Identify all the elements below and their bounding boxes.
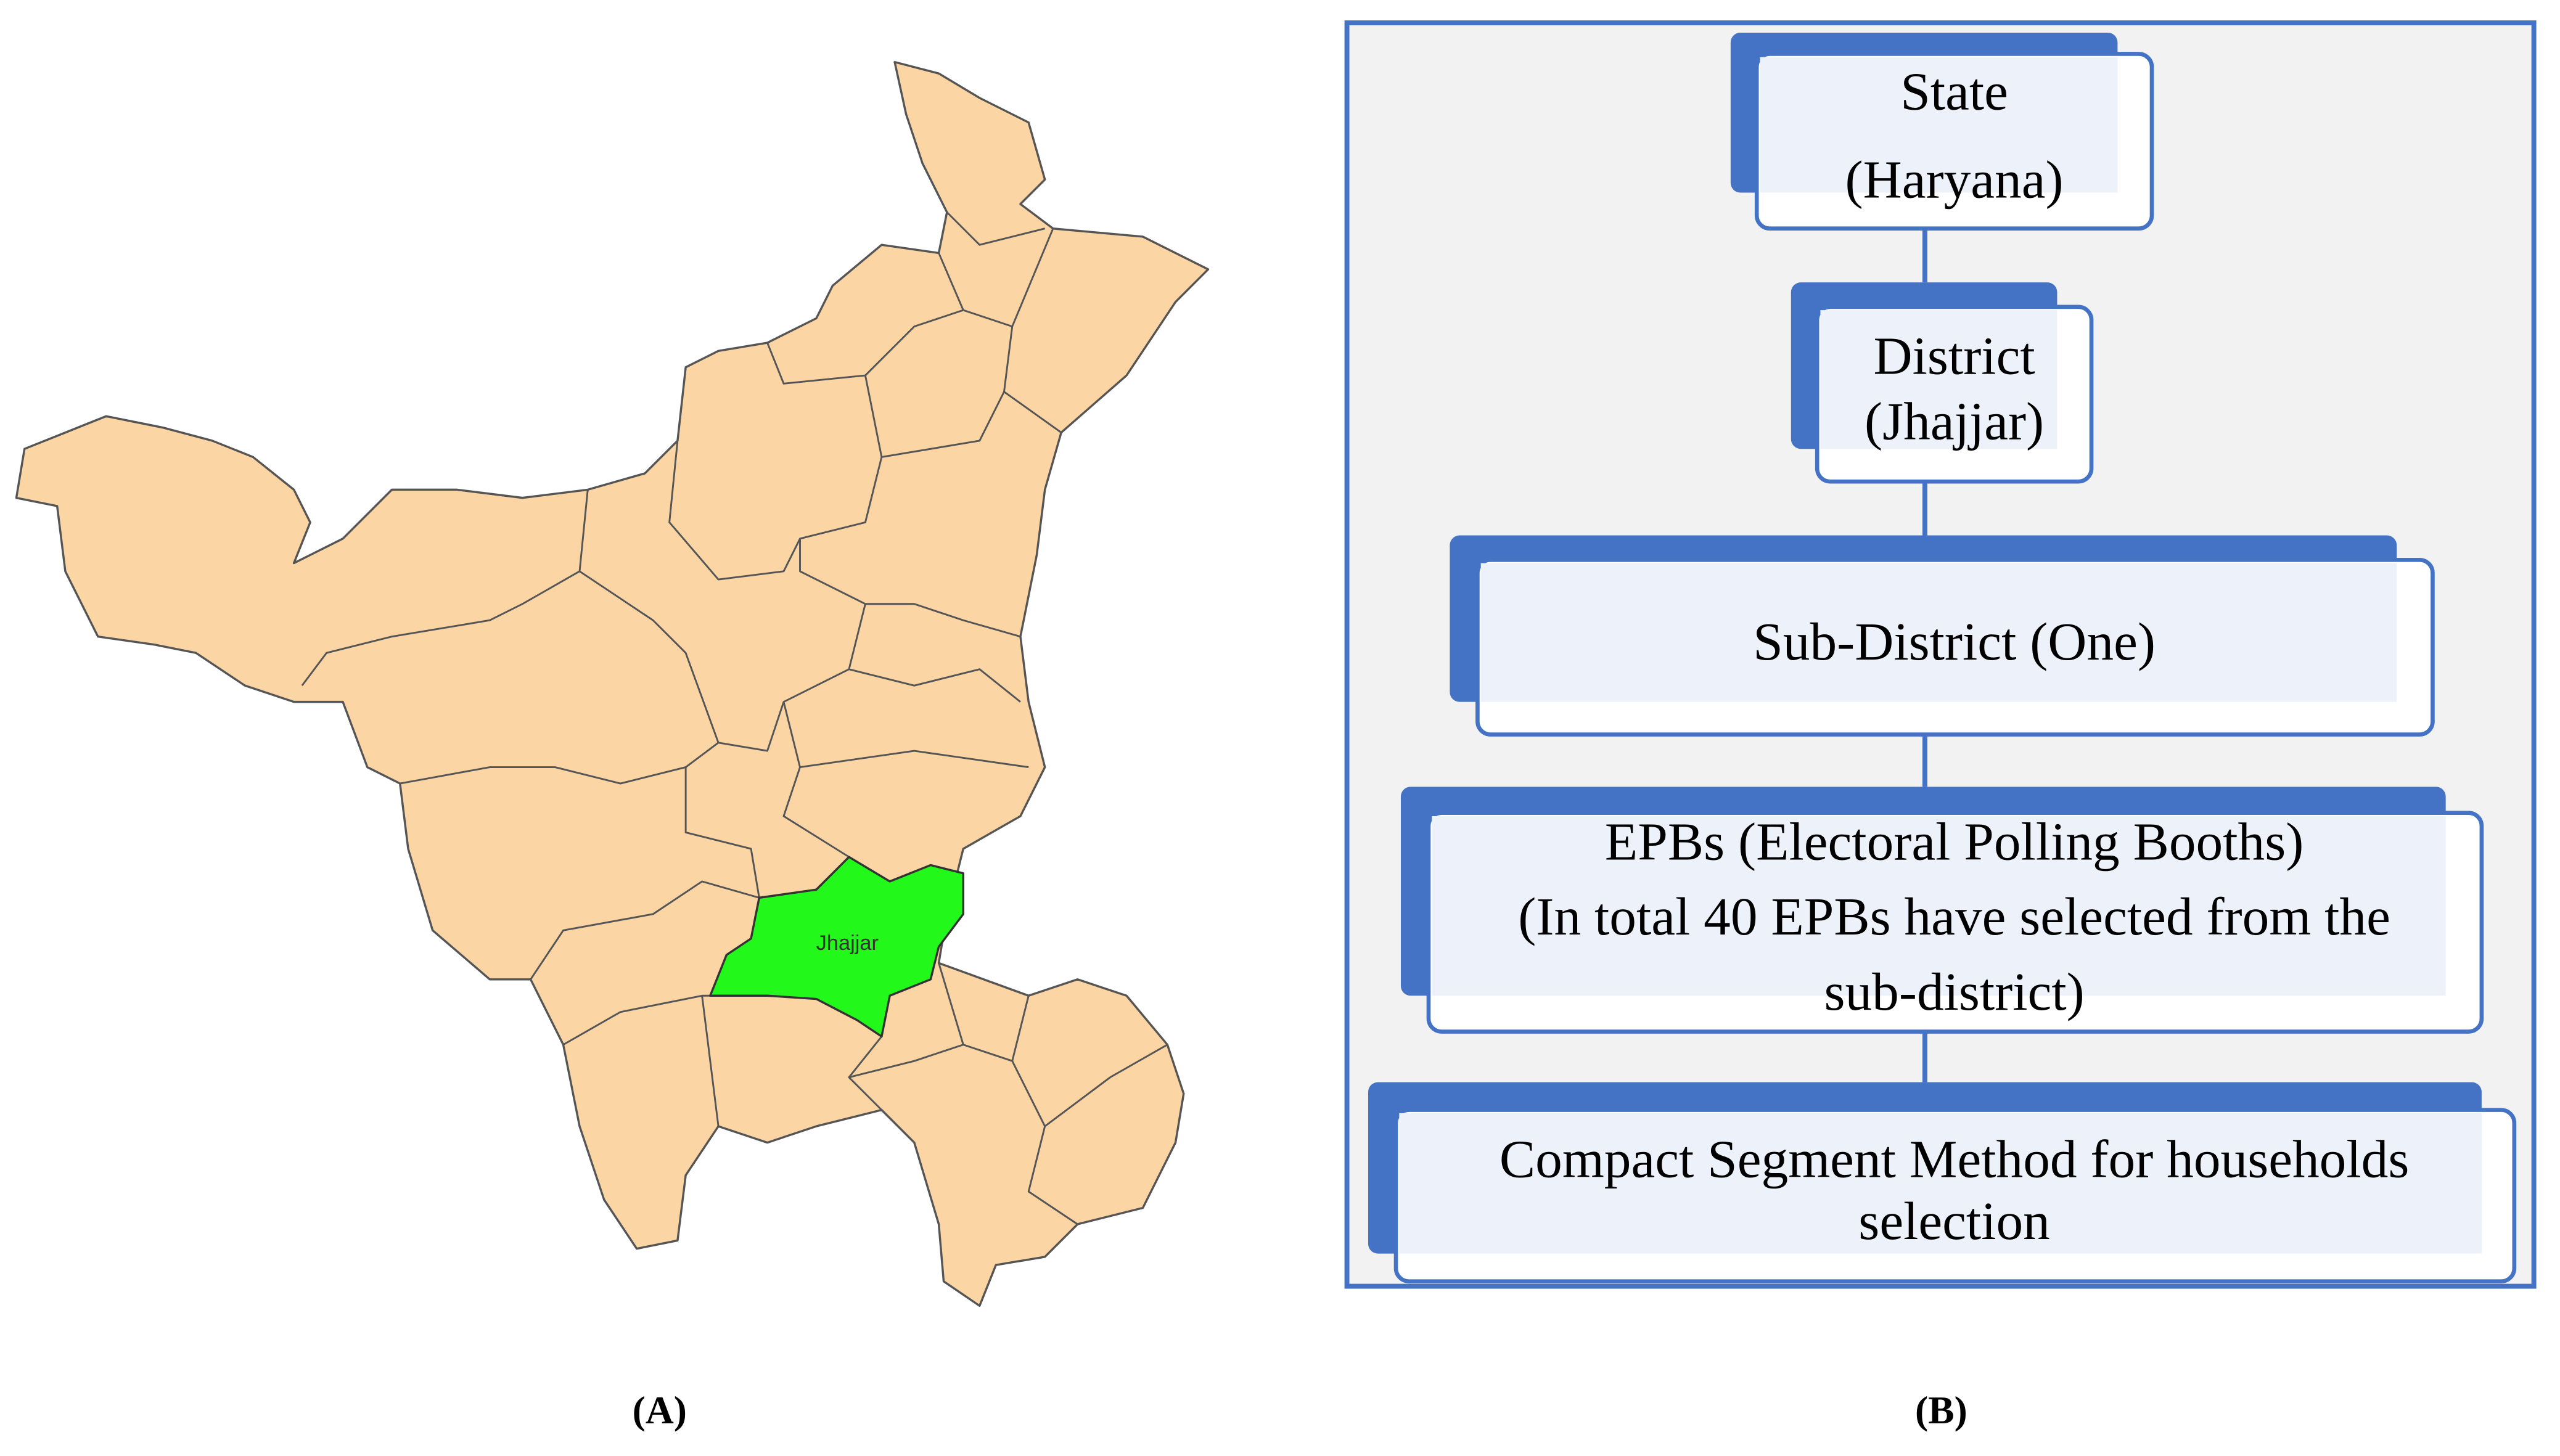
highlighted-district xyxy=(709,856,965,1038)
flow-node: District(Jhajjar) xyxy=(1791,282,2094,484)
district-label: Jhajjar xyxy=(816,931,879,955)
panel-caption: (A) xyxy=(633,1388,687,1432)
flow-node: State (Haryana) xyxy=(1730,32,2154,231)
node-fill xyxy=(1399,1113,2482,1254)
node-text: sub-district) xyxy=(1824,962,2084,1021)
node-text: Compact Segment Method for households xyxy=(1499,1129,2409,1188)
district-borders xyxy=(301,211,1168,1225)
node-text: Sub-District (One) xyxy=(1753,611,2156,671)
flow-panel: (B) State (Haryana) District(Jhajjar) Sub-D… xyxy=(1344,20,2537,1432)
flow-node: EPBs (Electoral Polling Booths) (In total… xyxy=(1400,787,2484,1034)
state-outline xyxy=(15,60,1210,1307)
node-fill xyxy=(1820,310,2057,449)
panel-caption: (B) xyxy=(1915,1388,1967,1432)
node-fill xyxy=(1432,816,2446,996)
flow-node: Sub-District (One) xyxy=(1450,535,2435,737)
node-text: State xyxy=(1900,62,2008,121)
node-fill xyxy=(1760,57,2118,193)
node-text: (Haryana) xyxy=(1845,150,2064,210)
node-text: (Jhajjar) xyxy=(1865,391,2044,451)
node-text: District xyxy=(1874,326,2035,386)
node-text: selection xyxy=(1858,1191,2050,1251)
node-text: EPBs (Electoral Polling Booths) xyxy=(1605,811,2304,871)
flow-node: Compact Segment Method for householdssel… xyxy=(1368,1082,2517,1283)
node-text: (In total 40 EPBs have selected from the xyxy=(1518,886,2390,946)
map-panel: Jhajjar (A) xyxy=(15,60,1210,1432)
node-fill xyxy=(1480,563,2397,702)
